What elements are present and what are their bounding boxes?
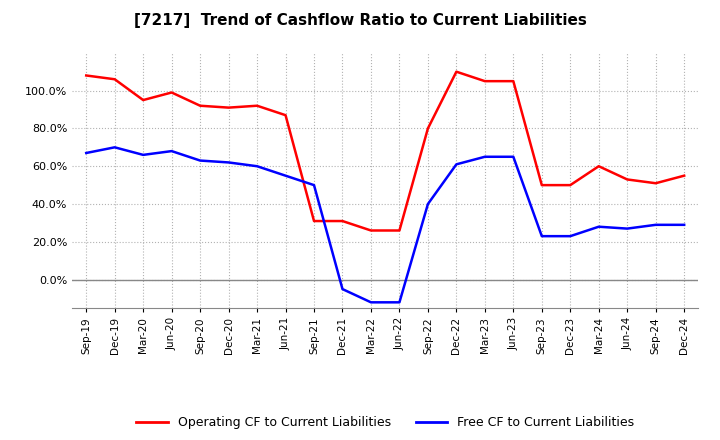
Legend: Operating CF to Current Liabilities, Free CF to Current Liabilities: Operating CF to Current Liabilities, Fre… — [131, 411, 639, 434]
Text: [7217]  Trend of Cashflow Ratio to Current Liabilities: [7217] Trend of Cashflow Ratio to Curren… — [134, 13, 586, 28]
